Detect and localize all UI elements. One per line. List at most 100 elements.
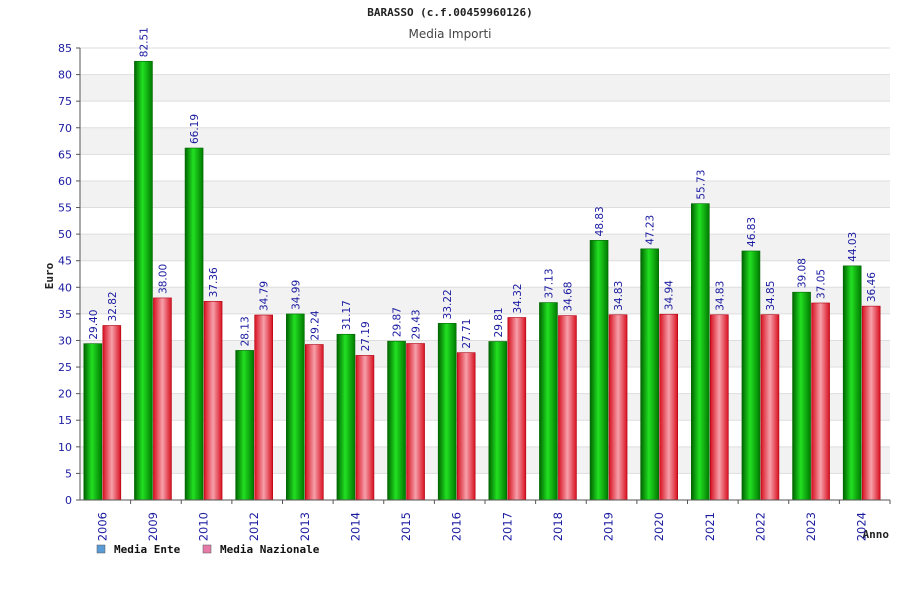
x-tick-label: 2018 xyxy=(551,512,565,541)
bar-media-ente-2022 xyxy=(741,250,761,501)
value-label: 39.08 xyxy=(797,258,809,288)
bar-media-ente-2018 xyxy=(539,302,558,501)
x-tick-label: 2012 xyxy=(247,512,261,541)
value-label: 27.19 xyxy=(360,321,372,351)
value-label: 32.82 xyxy=(107,291,119,321)
x-tick-label: 2017 xyxy=(500,512,514,541)
y-tick-label: 85 xyxy=(58,42,72,55)
y-axis-ticks: 0 5 10 15 20 25 30 35 40 45 50 55 60 65 70 75 80 85 xyxy=(58,42,80,507)
x-tick-label: 2014 xyxy=(348,512,362,541)
bar-media-nazionale-2019 xyxy=(608,314,628,501)
bar-media-nazionale-2023 xyxy=(811,302,830,501)
bar-media-nazionale-2013 xyxy=(305,344,324,501)
x-tick-label: 2010 xyxy=(197,512,211,541)
bar-media-ente-2021 xyxy=(691,203,710,501)
grid-band xyxy=(80,127,890,155)
x-tick-label: 2023 xyxy=(804,512,818,541)
y-tick-label: 40 xyxy=(58,281,72,294)
bar-media-nazionale-2021 xyxy=(710,314,729,501)
bar-media-ente-2014 xyxy=(336,333,356,501)
bar-media-nazionale-2006 xyxy=(102,325,122,501)
chart-title: BARASSO (c.f.00459960126) xyxy=(367,6,533,19)
value-label: 34.94 xyxy=(664,280,676,310)
y-tick-label: 35 xyxy=(58,308,72,321)
value-label: 48.83 xyxy=(594,206,606,236)
x-tick-label: 2009 xyxy=(146,512,160,541)
y-tick-label: 10 xyxy=(58,441,72,454)
bar-media-ente-2020 xyxy=(640,248,659,501)
y-tick-label: 20 xyxy=(58,388,72,401)
bar-media-ente-2006 xyxy=(83,343,103,501)
x-tick-label: 2020 xyxy=(652,512,666,541)
y-tick-label: 75 xyxy=(58,95,72,108)
grid-band xyxy=(80,207,890,235)
bar-media-ente-2009 xyxy=(134,60,153,501)
y-tick-label: 30 xyxy=(58,334,72,347)
legend: Media Ente Media Nazionale xyxy=(96,543,320,556)
legend-swatch-media-ente xyxy=(96,544,106,554)
y-tick-label: 60 xyxy=(58,175,72,188)
x-tick-label: 2013 xyxy=(298,512,312,541)
bar-media-ente-2013 xyxy=(286,313,305,501)
value-label: 44.03 xyxy=(847,232,859,262)
value-label: 46.83 xyxy=(746,217,758,247)
bar-media-nazionale-2018 xyxy=(558,315,577,501)
value-label: 28.13 xyxy=(240,316,252,346)
value-label: 55.73 xyxy=(695,170,707,200)
bar-media-nazionale-2024 xyxy=(861,305,881,501)
bars xyxy=(83,60,881,501)
value-label: 37.13 xyxy=(543,268,555,298)
value-label: 38.00 xyxy=(157,264,169,294)
value-label: 34.32 xyxy=(512,283,524,313)
value-label: 47.23 xyxy=(645,215,657,245)
bar-media-nazionale-2014 xyxy=(355,355,375,501)
legend-label-media-nazionale: Media Nazionale xyxy=(220,543,320,556)
value-label: 34.68 xyxy=(562,282,574,312)
bar-media-nazionale-2009 xyxy=(153,297,172,501)
bar-media-ente-2010 xyxy=(184,147,204,501)
value-label: 34.85 xyxy=(765,281,777,311)
value-label: 36.46 xyxy=(866,272,878,302)
bar-media-ente-2023 xyxy=(792,291,811,501)
y-tick-label: 25 xyxy=(58,361,72,374)
value-label: 34.83 xyxy=(714,281,726,311)
y-axis-label: Euro xyxy=(43,262,56,289)
y-tick-label: 45 xyxy=(58,255,72,268)
bar-media-nazionale-2017 xyxy=(507,317,527,501)
bar-media-nazionale-2012 xyxy=(254,314,273,501)
legend-swatch-media-nazionale xyxy=(202,544,212,554)
grid-band xyxy=(80,154,890,181)
value-label: 37.05 xyxy=(816,269,828,299)
value-label: 31.17 xyxy=(341,300,353,330)
x-tick-label: 2022 xyxy=(753,512,767,541)
x-tick-label: 2015 xyxy=(399,512,413,541)
grid-band xyxy=(80,180,890,208)
y-tick-label: 55 xyxy=(58,202,72,215)
y-tick-label: 15 xyxy=(58,414,72,427)
value-label: 29.87 xyxy=(392,307,404,337)
x-axis-label: Anno xyxy=(863,528,890,541)
value-label: 29.81 xyxy=(493,307,505,337)
axes xyxy=(79,48,890,501)
bar-media-ente-2012 xyxy=(235,350,254,501)
x-tick-label: 2006 xyxy=(95,512,109,541)
bar-media-nazionale-2015 xyxy=(406,343,425,501)
value-label: 29.40 xyxy=(88,310,100,340)
y-tick-label: 80 xyxy=(58,69,72,82)
y-tick-label: 70 xyxy=(58,122,72,135)
value-labels: 29.40 32.82 82.51 38.00 66.19 37.36 28.13 34.79… xyxy=(88,27,878,351)
grid-band xyxy=(80,74,890,102)
value-label: 29.43 xyxy=(411,309,423,339)
value-label: 33.22 xyxy=(442,289,454,319)
x-axis-ticks: 2006 2009 2010 2012 2013 2014 2015 2016 2017 2018… xyxy=(95,500,891,541)
legend-label-media-ente: Media Ente xyxy=(114,543,181,556)
bar-media-ente-2015 xyxy=(387,340,406,501)
value-label: 29.24 xyxy=(309,310,321,340)
x-tick-label: 2021 xyxy=(703,512,717,541)
bar-media-ente-2024 xyxy=(842,265,862,501)
bar-media-nazionale-2016 xyxy=(456,352,476,501)
grid-band xyxy=(80,101,890,128)
value-label: 37.36 xyxy=(208,267,220,297)
y-tick-label: 5 xyxy=(65,467,72,480)
